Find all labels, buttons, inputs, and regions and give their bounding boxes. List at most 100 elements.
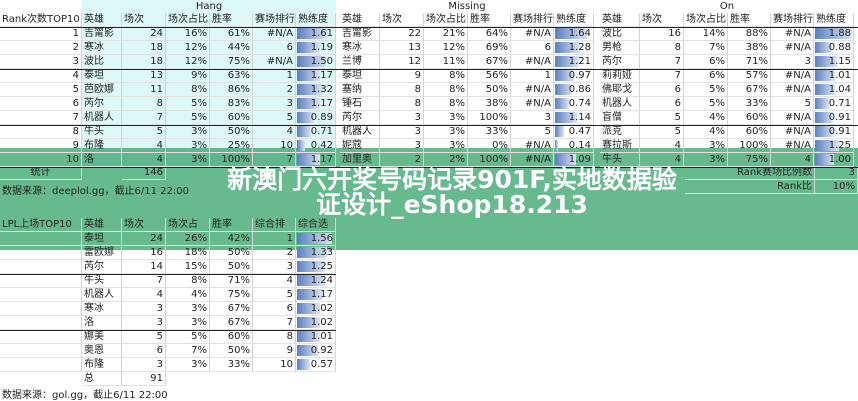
table-cell[interactable]: 33% xyxy=(468,125,511,139)
table-cell[interactable]: 18 xyxy=(122,55,166,69)
table-cell[interactable]: 3 xyxy=(771,55,814,69)
hero-name[interactable]: 吉甯影 xyxy=(340,27,380,41)
lpl-total-label[interactable]: 总 xyxy=(82,372,122,386)
table-cell[interactable]: 86% xyxy=(210,83,253,97)
table-cell[interactable]: #N/A xyxy=(253,55,296,69)
table-cell[interactable]: 3% xyxy=(166,125,210,139)
table-cell[interactable]: #N/A xyxy=(771,83,814,97)
table-cell[interactable]: 8 xyxy=(122,97,166,111)
table-cell[interactable]: 7 xyxy=(253,316,296,330)
table-cell[interactable]: 16 xyxy=(640,27,684,41)
column-header[interactable]: 赛场排行 xyxy=(771,13,814,27)
rank-number[interactable]: 8 xyxy=(0,125,82,139)
hero-name[interactable]: 娜美 xyxy=(82,330,122,344)
table-cell[interactable]: 8% xyxy=(166,83,210,97)
table-cell[interactable]: 38% xyxy=(728,41,771,55)
table-cell[interactable]: 50% xyxy=(210,260,253,274)
lpl-column-header[interactable]: ▾ 综合排 xyxy=(253,218,296,232)
lpl-score-cell[interactable]: 1.02 xyxy=(296,316,336,330)
table-cell[interactable]: 9 xyxy=(253,344,296,358)
row-label-empty[interactable] xyxy=(0,260,82,274)
hero-name[interactable]: 寒冰 xyxy=(340,41,380,55)
proficiency-cell[interactable]: 0.97 xyxy=(554,69,594,83)
table-cell[interactable]: 5% xyxy=(166,330,210,344)
table-cell[interactable]: 8% xyxy=(424,69,468,83)
hero-name[interactable]: 芮尔 xyxy=(82,260,122,274)
proficiency-cell[interactable]: 1.19 xyxy=(296,41,336,55)
lpl-column-header[interactable]: ▾ 综合选 xyxy=(296,218,336,232)
table-cell[interactable]: 13 xyxy=(380,41,424,55)
column-header[interactable]: 胜率 xyxy=(210,13,253,27)
hero-name[interactable]: 兰博 xyxy=(340,55,380,69)
rank-number[interactable]: 9 xyxy=(0,139,82,153)
hero-name[interactable]: 加里奥 xyxy=(340,153,380,167)
table-cell[interactable]: 4 xyxy=(122,153,166,167)
hero-name[interactable]: 波比 xyxy=(82,55,122,69)
proficiency-cell[interactable]: 1.21 xyxy=(554,55,594,69)
table-cell[interactable]: #N/A xyxy=(511,83,554,97)
hero-name[interactable]: 布隆 xyxy=(82,358,122,372)
proficiency-cell[interactable]: 1.01 xyxy=(814,69,854,83)
table-cell[interactable]: 4 xyxy=(253,274,296,288)
table-cell[interactable]: 7% xyxy=(166,344,210,358)
table-cell[interactable]: 3% xyxy=(684,139,728,153)
table-cell[interactable]: 8% xyxy=(166,274,210,288)
table-cell[interactable]: #N/A xyxy=(771,125,814,139)
rank-number[interactable]: 7 xyxy=(0,111,82,125)
proficiency-cell[interactable]: 1.17 xyxy=(296,153,336,167)
table-cell[interactable]: 5 xyxy=(771,97,814,111)
lpl-header[interactable]: LPL上场TOP10 xyxy=(0,218,82,232)
hero-name[interactable]: 寒冰 xyxy=(82,41,122,55)
table-cell[interactable]: 100% xyxy=(210,153,253,167)
table-cell[interactable]: 7 xyxy=(122,111,166,125)
table-cell[interactable]: 9% xyxy=(166,69,210,83)
rank-number[interactable]: 6 xyxy=(0,97,82,111)
table-cell[interactable]: 3% xyxy=(166,316,210,330)
table-cell[interactable]: 18% xyxy=(166,246,210,260)
table-cell[interactable]: 1 xyxy=(253,232,296,246)
right-stat-value-1[interactable]: 3 xyxy=(815,166,858,180)
column-header[interactable]: 场次占比 xyxy=(424,13,468,27)
proficiency-cell[interactable]: 1.28 xyxy=(554,41,594,55)
table-cell[interactable]: 60% xyxy=(728,125,771,139)
table-cell[interactable]: 5 xyxy=(640,125,684,139)
rank-number[interactable]: 2 xyxy=(0,41,82,55)
table-cell[interactable]: 60% xyxy=(728,111,771,125)
table-cell[interactable]: 3% xyxy=(424,111,468,125)
column-header[interactable]: 场次占比 xyxy=(166,13,210,27)
table-cell[interactable]: 50% xyxy=(210,246,253,260)
table-cell[interactable]: 12% xyxy=(166,55,210,69)
table-cell[interactable]: 10 xyxy=(253,358,296,372)
table-cell[interactable]: 6% xyxy=(684,55,728,69)
table-cell[interactable]: 67% xyxy=(210,302,253,316)
column-header[interactable]: 场次 xyxy=(640,13,684,27)
table-cell[interactable]: 1 xyxy=(511,69,554,83)
table-cell[interactable]: 100% xyxy=(468,111,511,125)
table-cell[interactable]: 24 xyxy=(122,232,166,246)
table-cell[interactable]: 100% xyxy=(728,139,771,153)
table-cell[interactable]: 11 xyxy=(122,83,166,97)
filter-dropdown-icon[interactable]: ▾ xyxy=(159,221,163,229)
table-cell[interactable]: 50% xyxy=(468,83,511,97)
hero-name[interactable]: 牛头 xyxy=(600,153,640,167)
filter-dropdown-icon[interactable]: ▾ xyxy=(115,221,119,229)
row-label-empty[interactable] xyxy=(0,246,82,260)
hero-name[interactable]: 泰坦 xyxy=(340,69,380,83)
hero-name[interactable]: 奥恩 xyxy=(82,344,122,358)
proficiency-cell[interactable]: 1.88 xyxy=(814,27,854,41)
table-cell[interactable]: 61% xyxy=(210,27,253,41)
proficiency-cell[interactable]: 1.64 xyxy=(554,27,594,41)
table-cell[interactable]: 3% xyxy=(424,139,468,153)
table-cell[interactable]: 8% xyxy=(424,97,468,111)
right-stat-label-2[interactable]: Rank比 xyxy=(685,180,815,194)
table-cell[interactable]: 6 xyxy=(640,83,684,97)
table-cell[interactable]: 4 xyxy=(253,125,296,139)
right-stat-value-2[interactable]: 10% xyxy=(815,180,858,194)
table-cell[interactable]: 100% xyxy=(468,153,511,167)
table-cell[interactable]: 3 xyxy=(380,139,424,153)
table-cell[interactable]: 6 xyxy=(640,97,684,111)
table-cell[interactable]: 6 xyxy=(253,302,296,316)
proficiency-cell[interactable]: 0.71 xyxy=(296,125,336,139)
table-cell[interactable]: 38% xyxy=(468,97,511,111)
table-cell[interactable]: 3 xyxy=(122,302,166,316)
